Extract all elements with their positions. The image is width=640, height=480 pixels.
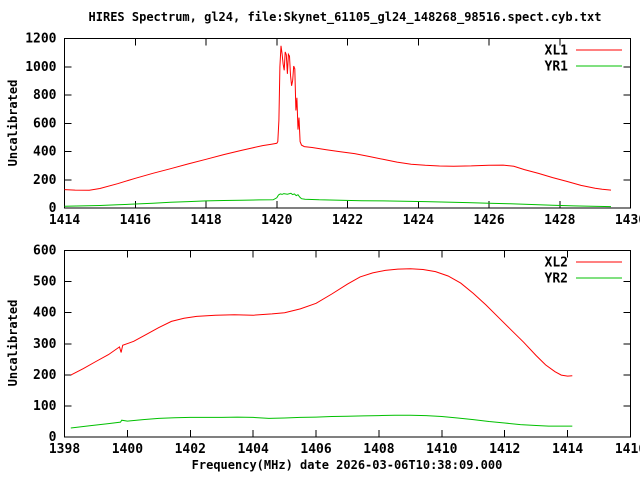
x-tick-label: 1398: [49, 442, 80, 457]
legend-label-YR2: YR2: [545, 272, 568, 287]
x-tick-label: 1416: [615, 442, 640, 457]
chart-title: HIRES Spectrum, gl24, file:Skynet_61105_…: [88, 10, 602, 24]
series-line-YR2: [70, 414, 573, 429]
x-axis-label: Frequency(MHz) date 2026-03-06T10:38:09.…: [191, 458, 503, 472]
y-tick-label: 100: [33, 399, 57, 414]
legend-label-XL2: XL2: [545, 256, 568, 271]
y-tick-label: 200: [33, 173, 57, 188]
series-line-XL1: [64, 45, 612, 191]
y-tick-label: 300: [33, 337, 57, 352]
y-tick-label: 1000: [25, 60, 56, 75]
x-tick-label: 1414: [552, 442, 583, 457]
x-tick-label: 1404: [238, 442, 269, 457]
y-tick-label: 600: [33, 244, 57, 259]
x-tick-label: 1424: [403, 213, 434, 228]
y-tick-label: 0: [49, 430, 57, 445]
y-tick-label: 600: [33, 116, 57, 131]
x-tick-label: 1426: [473, 213, 504, 228]
x-tick-label: 1420: [261, 213, 292, 228]
x-tick-label: 1418: [190, 213, 221, 228]
x-tick-label: 1406: [300, 442, 331, 457]
x-tick-label: 1408: [363, 442, 394, 457]
x-tick-label: 1414: [49, 213, 80, 228]
legend-label-YR1: YR1: [545, 60, 569, 75]
y-tick-label: 200: [33, 368, 57, 383]
y-tick-label: 500: [33, 275, 57, 290]
x-tick-label: 1410: [426, 442, 457, 457]
legend-label-XL1: XL1: [545, 44, 569, 59]
x-tick-label: 1412: [489, 442, 520, 457]
x-tick-label: 1428: [544, 213, 575, 228]
x-tick-label: 1416: [120, 213, 151, 228]
series-line-XL2: [70, 268, 573, 377]
y-tick-label: 400: [33, 145, 57, 160]
x-tick-label: 1422: [332, 213, 363, 228]
x-tick-label: 1402: [175, 442, 206, 457]
y-tick-label: 800: [33, 88, 57, 103]
x-tick-label: 1400: [112, 442, 143, 457]
y-tick-label: 400: [33, 306, 57, 321]
y-tick-label: 0: [49, 201, 57, 216]
series-line-YR1: [64, 192, 612, 208]
y-tick-label: 1200: [25, 32, 56, 47]
